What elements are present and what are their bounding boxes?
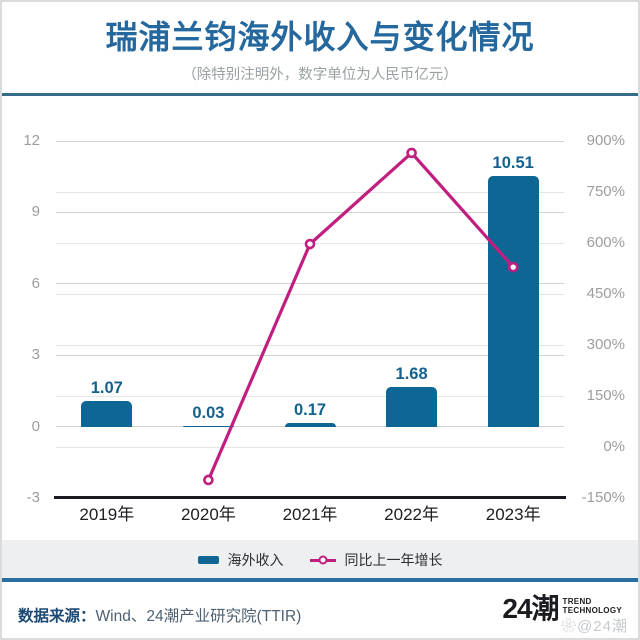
legend-label-growth: 同比上一年增长 bbox=[344, 552, 443, 568]
y-tick-left: 6 bbox=[31, 274, 40, 292]
gridline bbox=[56, 446, 564, 448]
bar-2020年 bbox=[182, 425, 234, 427]
gridline bbox=[56, 211, 564, 213]
y-axis-right: 900% 750% 600% 450% 300% 150% 0% -150% bbox=[572, 132, 625, 506]
y-tick-left: 0 bbox=[31, 417, 40, 435]
growth-line bbox=[206, 150, 515, 482]
logo-subtext-line1: TREND bbox=[562, 597, 592, 606]
bar-2022年 bbox=[386, 386, 438, 427]
growth-point-marker bbox=[304, 238, 316, 250]
page-subtitle: （除特别注明外，数字单位为人民币亿元） bbox=[182, 67, 458, 83]
bar-value-label: 1.68 bbox=[395, 364, 428, 383]
source-label: 数据来源： bbox=[18, 608, 96, 625]
y-tick-right: 750% bbox=[586, 183, 625, 200]
gridline bbox=[56, 395, 564, 397]
logo-subtext: TREND TECHNOLOGY bbox=[563, 597, 622, 615]
x-label-2021年: 2021年 bbox=[282, 505, 338, 524]
line-legend-marker-icon bbox=[309, 555, 336, 565]
gridline bbox=[56, 344, 564, 346]
bar-value-label: 0.03 bbox=[192, 403, 225, 422]
x-label-2020年: 2020年 bbox=[180, 505, 236, 524]
growth-point-marker bbox=[406, 147, 417, 159]
watermark: ❀@24潮 bbox=[561, 618, 628, 635]
y-tick-right: 300% bbox=[586, 336, 625, 353]
x-axis-labels: 2019年 2020年 2021年 2022年 2023年 bbox=[56, 505, 564, 527]
y-axis-left: 12 9 6 3 0 -3 bbox=[2, 132, 40, 506]
y-tick-right: 450% bbox=[586, 285, 625, 302]
data-source: 数据来源：Wind、24潮产业研究院(TTIR) bbox=[18, 607, 301, 627]
y-tick-left: 12 bbox=[23, 132, 40, 149]
gridline bbox=[56, 191, 564, 193]
bar-2023年 bbox=[487, 176, 539, 427]
y-tick-right: 0% bbox=[603, 438, 625, 455]
gridline bbox=[56, 426, 564, 428]
y-tick-left: 9 bbox=[31, 203, 40, 221]
y-tick-right: 600% bbox=[586, 234, 625, 251]
bar-value-label: 1.07 bbox=[90, 379, 123, 398]
bar-value-label: 10.51 bbox=[492, 154, 534, 173]
gridline bbox=[56, 140, 564, 142]
x-label-2019年: 2019年 bbox=[79, 505, 135, 524]
bar-value-label: 0.17 bbox=[293, 400, 327, 419]
y-tick-right: -150% bbox=[581, 489, 625, 506]
source-value: Wind、24潮产业研究院(TTIR) bbox=[95, 608, 302, 625]
page-title: 瑞浦兰钧海外收入与变化情况 bbox=[105, 19, 535, 55]
legend-item-revenue: 海外收入 bbox=[197, 550, 284, 570]
x-axis-line bbox=[54, 496, 566, 499]
gridline bbox=[56, 354, 564, 356]
bar-legend-swatch-icon bbox=[197, 556, 219, 564]
y-tick-right: 900% bbox=[586, 132, 625, 149]
legend-item-growth: 同比上一年增长 bbox=[309, 550, 443, 570]
brand-logo: 24潮 TREND TECHNOLOGY bbox=[502, 594, 622, 624]
growth-point-marker bbox=[203, 474, 214, 486]
footer-divider bbox=[2, 578, 638, 582]
legend: 海外收入 同比上一年增长 bbox=[2, 540, 638, 580]
logo-text: 24潮 bbox=[502, 593, 559, 624]
gridline bbox=[56, 293, 564, 295]
x-label-2023年: 2023年 bbox=[485, 505, 541, 524]
bar-2019年 bbox=[81, 401, 133, 427]
y-tick-left: -3 bbox=[26, 489, 40, 506]
plot-area: 1.07 0.03 0.17 1.68 10.51 bbox=[54, 140, 566, 499]
legend-label-revenue: 海外收入 bbox=[227, 552, 284, 568]
x-label-2022年: 2022年 bbox=[384, 505, 440, 524]
line-series-svg bbox=[203, 147, 519, 486]
bar-2021年 bbox=[284, 422, 336, 427]
growth-point-marker bbox=[507, 261, 519, 273]
y-tick-right: 150% bbox=[586, 387, 625, 404]
header-divider bbox=[2, 93, 638, 96]
line-legend-dot-icon bbox=[318, 555, 327, 565]
logo-subtext-line2: TECHNOLOGY bbox=[562, 606, 622, 615]
y-tick-left: 3 bbox=[31, 346, 40, 364]
gridline bbox=[56, 283, 564, 285]
